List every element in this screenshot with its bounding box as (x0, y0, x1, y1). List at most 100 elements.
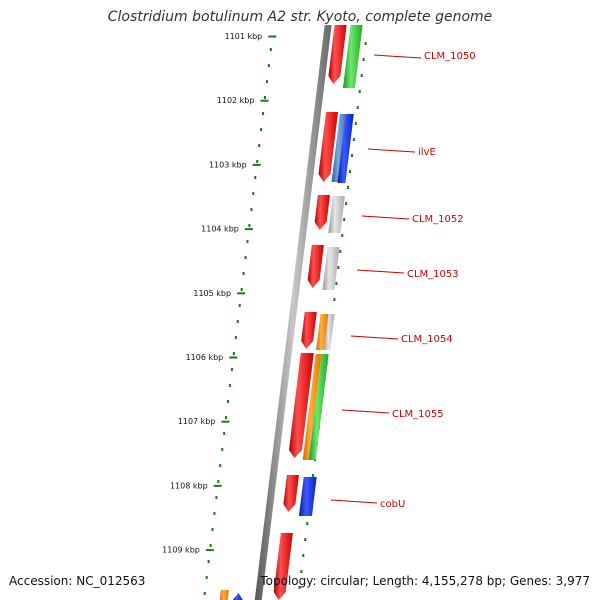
track-dot-left (260, 128, 263, 131)
track-dot-left (219, 464, 222, 467)
gene-red (314, 195, 330, 230)
track-dot-right (356, 106, 359, 109)
gene-red (307, 245, 324, 288)
gene-label[interactable]: CLM_1052 (412, 214, 464, 225)
track-dot-right (341, 234, 344, 237)
track-dot-left (252, 192, 255, 195)
gene-green (342, 25, 363, 88)
gene-grey (328, 196, 345, 233)
track-dot-left (203, 592, 206, 595)
track-dot-left (225, 416, 228, 419)
track-dot-left (234, 336, 237, 339)
scale-tick-label: 1101 kbp (225, 32, 263, 41)
track-dot-right (335, 282, 338, 285)
gene-label[interactable]: CLM_1054 (401, 334, 453, 345)
track-dot-left (240, 288, 243, 291)
scale-tick-label: 1109 kbp (162, 546, 200, 555)
gene-labels: CLM_1050 ilvE CLM_1052 CLM_1053 CLM_1054 CLM_… (330, 51, 476, 510)
gene-grey (322, 247, 340, 290)
gene-blue (298, 477, 317, 516)
track-dot-left (263, 96, 266, 99)
gene-red (288, 353, 314, 458)
gene-label[interactable]: ilvE (418, 147, 436, 158)
track-dot-right (362, 58, 365, 61)
track-dot-left (267, 64, 270, 67)
scale-tick-label: 1108 kbp (170, 481, 208, 490)
gene-grey (324, 314, 335, 350)
track-dot-right (354, 122, 357, 125)
track-dot-left (254, 176, 257, 179)
track-dot-left (265, 80, 268, 83)
track-dot-right (304, 538, 307, 541)
track-dot-left (228, 384, 231, 387)
track-dot-right (333, 298, 336, 301)
track-dot-right (339, 250, 342, 253)
gene-red (283, 475, 299, 512)
gene-orange (302, 354, 322, 460)
track-dot-right (347, 186, 350, 189)
track-dot-left (256, 160, 259, 163)
scale-tick-label: 1102 kbp (217, 96, 255, 105)
gene-green (308, 354, 329, 460)
track-dot-left (230, 368, 233, 371)
gene-label-leader (373, 54, 422, 59)
scale-ticks: 1101 kbp 1102 kbp 1103 kbp 1104 kbp 1105 kbp… (162, 32, 277, 555)
genome-backbone (254, 25, 332, 600)
gene-label[interactable]: CLM_1055 (392, 409, 444, 420)
track-dot-left (213, 512, 216, 515)
track-dot-right (360, 74, 363, 77)
track-dot-left (248, 224, 251, 227)
track-dot-left (236, 320, 239, 323)
gene-label[interactable]: CLM_1050 (424, 51, 476, 62)
gene-label-leader (350, 335, 399, 340)
track-dot-right (345, 202, 348, 205)
map-title: Clostridium botulinum A2 str. Kyoto, com… (107, 9, 493, 25)
gene-orange (316, 314, 329, 350)
gene-red (273, 533, 293, 600)
track-dot-right (358, 90, 361, 93)
track-dot-right (343, 218, 346, 221)
track-dot-left (258, 144, 261, 147)
track-dot-left (211, 528, 214, 531)
track-dot-left (250, 208, 253, 211)
track-dot-left (223, 432, 226, 435)
track-dot-right (352, 138, 355, 141)
track-dot-left (215, 496, 218, 499)
track-dot-left (217, 480, 220, 483)
track-dot-right (306, 522, 309, 525)
scale-tick-label: 1107 kbp (178, 417, 216, 426)
accession-text: Accession: NC_012563 (9, 574, 146, 588)
track-dot-left (242, 272, 245, 275)
gene-blue (337, 114, 354, 183)
track-dot-right (298, 586, 301, 589)
gene-label[interactable]: CLM_1053 (407, 269, 459, 280)
scale-tick-label: 1105 kbp (193, 289, 231, 298)
scale-tick-label: 1104 kbp (201, 225, 239, 234)
track-dot-right (337, 266, 340, 269)
track-dot-left (238, 304, 241, 307)
gene-label[interactable]: cobU (380, 499, 405, 510)
gene-features (219, 25, 363, 600)
scale-tick-label: 1103 kbp (209, 160, 247, 169)
track-dot-left (232, 352, 235, 355)
track-dot-left (269, 48, 272, 51)
track-dot-right (364, 42, 367, 45)
gene-red (328, 25, 347, 84)
track-dot-left (262, 112, 265, 115)
scale-tick-label: 1106 kbp (186, 353, 224, 362)
gene-red (301, 312, 317, 349)
topology-text: Topology: circular; Length: 4,155,278 bp… (260, 574, 590, 588)
gene-orange (219, 590, 229, 600)
track-dot-right (300, 570, 303, 573)
track-dot-right (312, 474, 315, 477)
gene-label-leader (367, 148, 416, 153)
track-dot-left (246, 240, 249, 243)
track-dot-left (209, 544, 212, 547)
gene-label-leader (330, 499, 378, 504)
track-dot-left (221, 448, 224, 451)
track-dot-right (302, 554, 305, 557)
track-dot-left (227, 400, 230, 403)
gene-label-leader (341, 409, 390, 414)
track-dot-right (350, 154, 353, 157)
